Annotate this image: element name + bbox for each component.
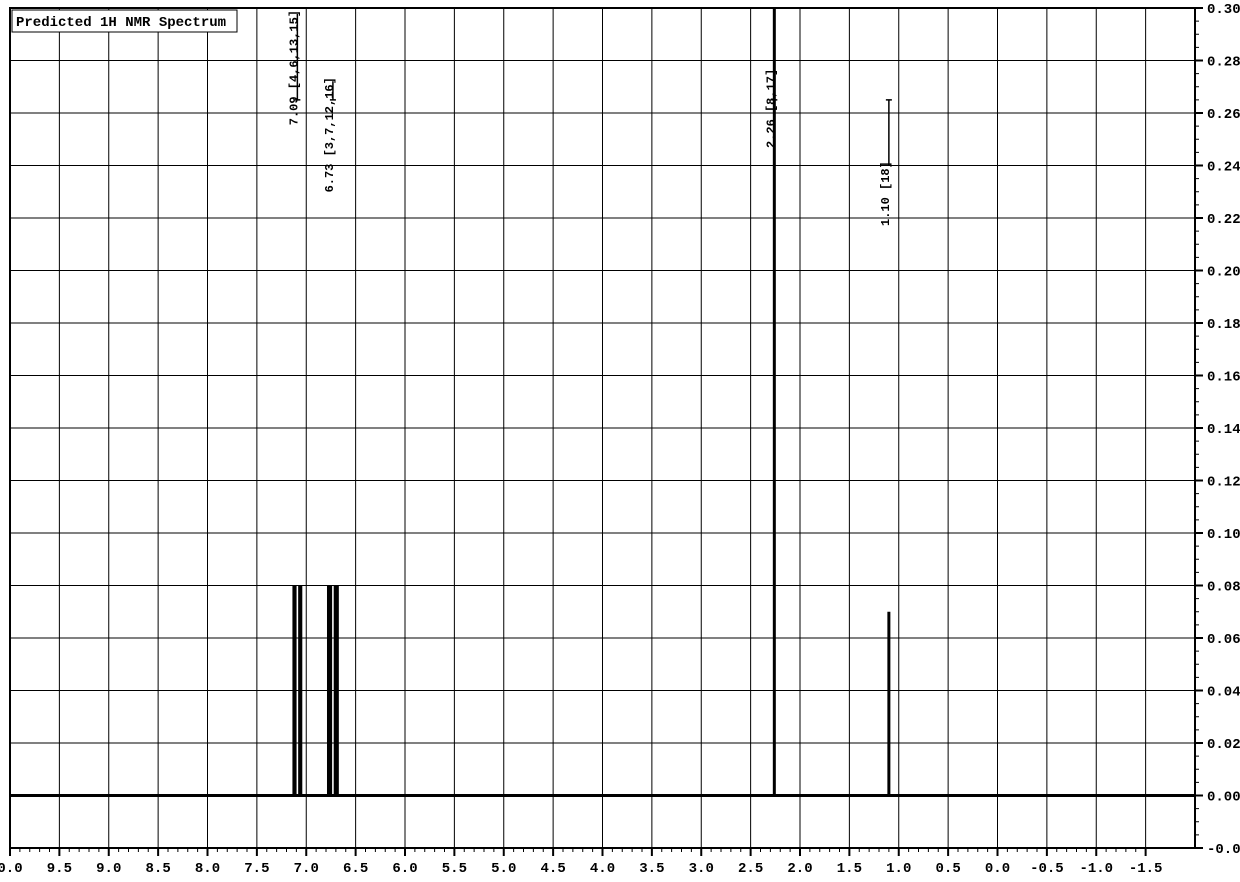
y-tick-label: 0.26: [1207, 107, 1240, 123]
peak-label: 6.73 [3,7,12,16]: [323, 77, 337, 192]
x-tick-label: 3.5: [639, 861, 664, 877]
x-tick-label: 8.0: [195, 861, 220, 877]
x-tick-label: 8.5: [146, 861, 171, 877]
x-tick-label: 6.0: [392, 861, 417, 877]
nmr-peak: [887, 612, 890, 796]
x-tick-label: -1.0: [1079, 861, 1113, 877]
x-tick-label: 1.5: [837, 861, 862, 877]
y-tick-label: 0.06: [1207, 632, 1240, 648]
x-tick-label: 5.5: [442, 861, 467, 877]
x-tick-label: 0.5: [936, 861, 961, 877]
peak-label: 2.26 [8,17]: [764, 69, 778, 148]
peak-label: 1.10 [18]: [879, 161, 893, 226]
x-tick-label: 6.5: [343, 861, 368, 877]
x-tick-label: 4.5: [541, 861, 566, 877]
y-tick-label: 0.24: [1207, 160, 1240, 176]
nmr-peak: [334, 586, 339, 796]
x-tick-label: 2.0: [787, 861, 812, 877]
x-tick-label: 1.0: [886, 861, 911, 877]
y-tick-label: 0.20: [1207, 265, 1240, 281]
nmr-peak: [298, 586, 302, 796]
y-tick-label: 0.04: [1207, 685, 1240, 701]
x-tick-label: -0.5: [1030, 861, 1064, 877]
x-tick-label: 0.0: [985, 861, 1010, 877]
nmr-peak: [292, 586, 296, 796]
nmr-svg: 0.0 9.5 9.0 8.5 8.0 7.5 7.0 6.5 6.0 5.5 5.0 4.5 4.0 3…: [0, 0, 1240, 882]
nmr-spectrum-chart: 0.0 9.5 9.0 8.5 8.0 7.5 7.0 6.5 6.0 5.5 5.0 4.5 4.0 3…: [0, 0, 1240, 882]
chart-title: Predicted 1H NMR Spectrum: [16, 15, 226, 31]
peak-label: 7.09 [4,6,13,15]: [287, 10, 301, 125]
y-tick-label: 0.28: [1207, 55, 1240, 71]
y-tick-label: 0.18: [1207, 317, 1240, 333]
x-tick-label: 2.5: [738, 861, 763, 877]
x-tick-label: 5.0: [491, 861, 516, 877]
y-tick-label: 0.30: [1207, 2, 1240, 18]
y-tick-label: 0.08: [1207, 580, 1240, 596]
y-tick-label: -0.02: [1207, 842, 1240, 858]
y-tick-label: 0.02: [1207, 737, 1240, 753]
x-tick-label: 0.0: [0, 861, 23, 877]
y-tick-label: 0.12: [1207, 475, 1240, 491]
nmr-peak: [327, 586, 332, 796]
x-tick-label: 7.5: [244, 861, 269, 877]
x-tick-label: 9.5: [47, 861, 72, 877]
y-tick-label: 0.22: [1207, 212, 1240, 228]
y-tick-label: 0.14: [1207, 422, 1240, 438]
x-tick-label: 3.0: [689, 861, 714, 877]
x-tick-label: -1.5: [1129, 861, 1163, 877]
y-tick-label: 0.10: [1207, 527, 1240, 543]
x-tick-label: 9.0: [96, 861, 121, 877]
x-tick-label: 4.0: [590, 861, 615, 877]
x-tick-label: 7.0: [294, 861, 319, 877]
y-tick-label: 0.16: [1207, 370, 1240, 386]
y-tick-label: 0.00: [1207, 790, 1240, 806]
